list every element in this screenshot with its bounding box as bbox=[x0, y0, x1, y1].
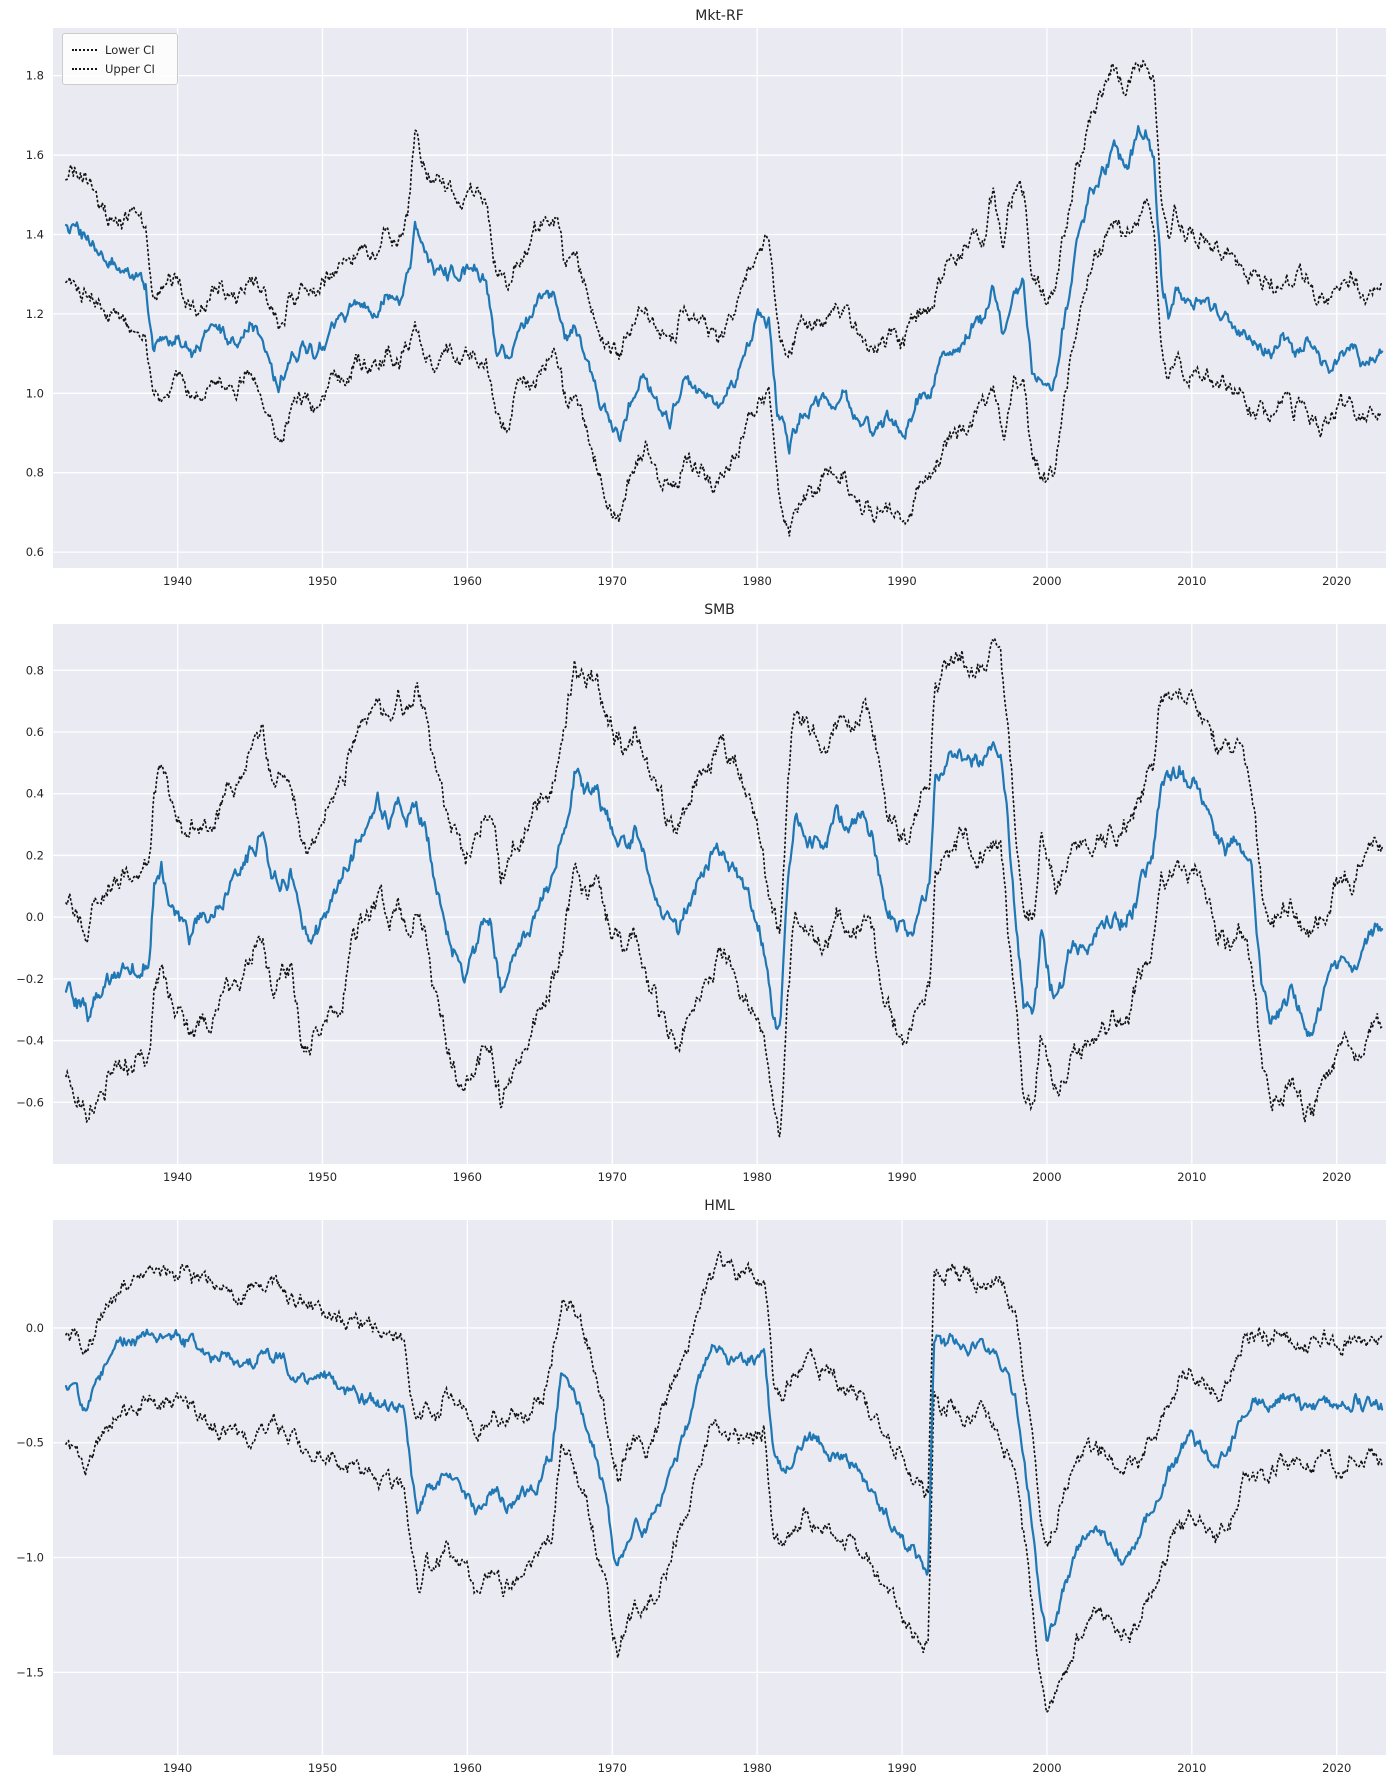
mkt-rf-estimate-line bbox=[64, 125, 1384, 455]
smb-estimate-line bbox=[64, 741, 1384, 1037]
chart-title-mkt-rf: Mkt-RF bbox=[695, 8, 744, 24]
legend-row-upper-ci: Upper CI bbox=[72, 59, 168, 78]
upper-ci-line-icon bbox=[72, 67, 97, 70]
smb-y-tick-label: 0.6 bbox=[26, 725, 44, 739]
hml-y-tick-label: −0.5 bbox=[16, 1436, 44, 1450]
hml-estimate-line bbox=[64, 1328, 1384, 1642]
smb-y-tick-label: 0.2 bbox=[26, 848, 44, 862]
legend-label-lower-ci: Lower CI bbox=[105, 42, 155, 57]
smb-y-tick-label: 0.0 bbox=[26, 910, 44, 924]
lower-ci-line-icon bbox=[72, 48, 97, 51]
smb-x-tick-label: 1990 bbox=[887, 1170, 916, 1184]
smb-y-tick-label: −0.4 bbox=[16, 1034, 44, 1048]
mkt-rf-plot-area bbox=[53, 28, 1386, 568]
hml-x-tick-label: 1980 bbox=[743, 1761, 772, 1775]
chart-title-smb: SMB bbox=[704, 602, 735, 618]
mkt-rf-x-tick-label: 1940 bbox=[163, 574, 192, 588]
legend-row-lower-ci: Lower CI bbox=[72, 40, 168, 59]
mkt-rf-y-tick-label: 1.8 bbox=[26, 69, 44, 83]
mkt-rf-upper-ci-line bbox=[65, 59, 1383, 360]
mkt-rf-y-tick-label: 0.8 bbox=[26, 466, 44, 480]
smb-x-tick-label: 1980 bbox=[743, 1170, 772, 1184]
legend: Lower CI Upper CI bbox=[62, 33, 178, 85]
smb-y-tick-label: 0.8 bbox=[26, 663, 44, 677]
smb-x-tick-label: 2010 bbox=[1177, 1170, 1206, 1184]
smb-x-tick-label: 1960 bbox=[453, 1170, 482, 1184]
smb-y-tick-label: −0.2 bbox=[16, 972, 44, 986]
hml-x-tick-label: 1940 bbox=[163, 1761, 192, 1775]
hml-lower-ci-line bbox=[65, 1391, 1383, 1714]
smb-y-tick-label: 0.4 bbox=[26, 787, 44, 801]
hml-x-tick-label: 1950 bbox=[308, 1761, 337, 1775]
hml-x-tick-label: 1990 bbox=[887, 1761, 916, 1775]
mkt-rf-y-tick-label: 1.4 bbox=[26, 227, 44, 241]
hml-x-tick-label: 1960 bbox=[453, 1761, 482, 1775]
hml-upper-ci-line bbox=[65, 1249, 1383, 1547]
legend-label-upper-ci: Upper CI bbox=[105, 61, 155, 76]
smb-x-tick-label: 1950 bbox=[308, 1170, 337, 1184]
mkt-rf-x-tick-label: 2020 bbox=[1322, 574, 1351, 588]
hml-plot-area bbox=[53, 1220, 1386, 1755]
mkt-rf-lower-ci-line bbox=[65, 196, 1383, 537]
mkt-rf-x-tick-label: 1980 bbox=[743, 574, 772, 588]
smb-x-tick-label: 2020 bbox=[1322, 1170, 1351, 1184]
mkt-rf-y-tick-label: 1.0 bbox=[26, 386, 44, 400]
mkt-rf-x-tick-label: 1970 bbox=[598, 574, 627, 588]
smb-y-tick-label: −0.6 bbox=[16, 1095, 44, 1109]
mkt-rf-x-tick-label: 1960 bbox=[453, 574, 482, 588]
hml-x-tick-label: 2020 bbox=[1322, 1761, 1351, 1775]
hml-x-tick-label: 2010 bbox=[1177, 1761, 1206, 1775]
hml-y-tick-label: −1.0 bbox=[16, 1551, 44, 1565]
mkt-rf-x-tick-label: 2010 bbox=[1177, 574, 1206, 588]
hml-y-tick-label: −1.5 bbox=[16, 1665, 44, 1679]
hml-y-tick-label: 0.0 bbox=[26, 1321, 44, 1335]
hml-x-tick-label: 2000 bbox=[1032, 1761, 1061, 1775]
mkt-rf-x-tick-label: 2000 bbox=[1032, 574, 1061, 588]
mkt-rf-y-tick-label: 1.2 bbox=[26, 307, 44, 321]
hml-x-tick-label: 1970 bbox=[598, 1761, 627, 1775]
mkt-rf-y-tick-label: 1.6 bbox=[26, 148, 44, 162]
smb-upper-ci-line bbox=[65, 636, 1383, 945]
mkt-rf-x-tick-label: 1950 bbox=[308, 574, 337, 588]
mkt-rf-x-tick-label: 1990 bbox=[887, 574, 916, 588]
chart-title-hml: HML bbox=[704, 1198, 735, 1214]
smb-lower-ci-line bbox=[65, 823, 1383, 1138]
smb-x-tick-label: 2000 bbox=[1032, 1170, 1061, 1184]
smb-x-tick-label: 1940 bbox=[163, 1170, 192, 1184]
mkt-rf-y-tick-label: 0.6 bbox=[26, 545, 44, 559]
smb-x-tick-label: 1970 bbox=[598, 1170, 627, 1184]
smb-plot-area bbox=[53, 624, 1386, 1164]
